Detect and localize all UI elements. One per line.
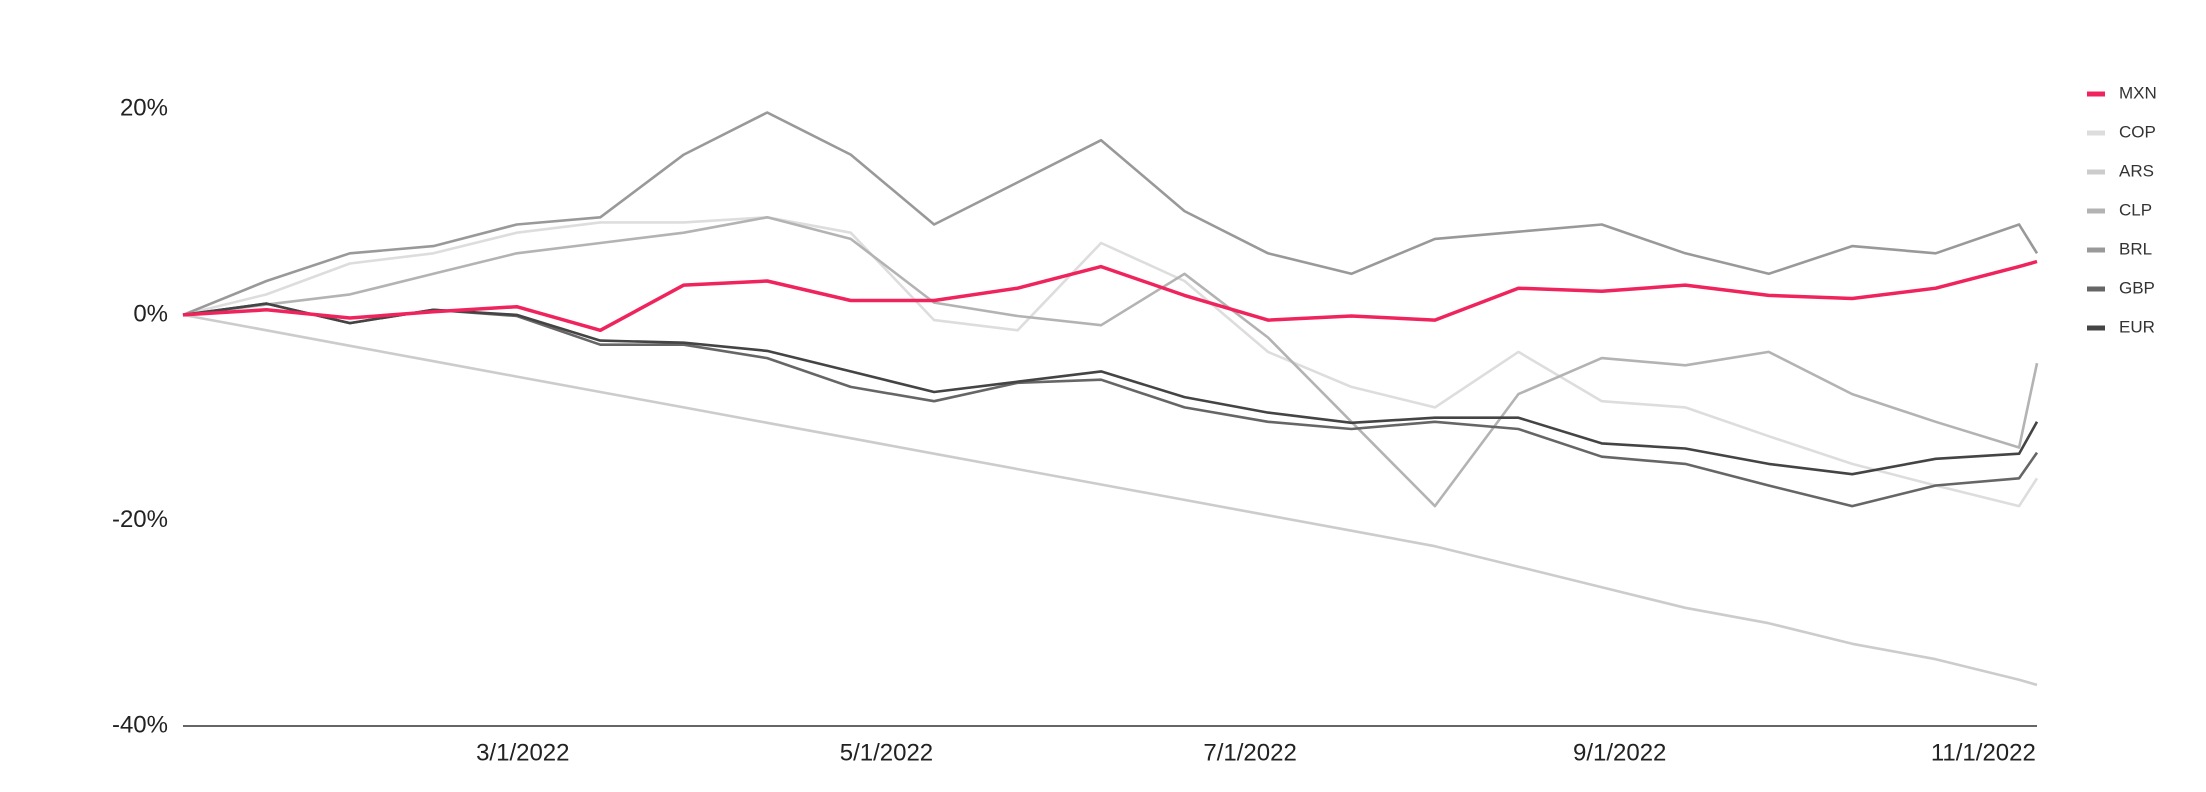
line-clp <box>182 216 2039 508</box>
line-mxn <box>182 259 2038 333</box>
line-ars <box>182 313 2038 687</box>
line-eur <box>182 302 2039 476</box>
x-tick-label: 9/1/2022 <box>1573 739 1666 766</box>
legend-label: GBP <box>2119 278 2155 297</box>
legend-label: BRL <box>2119 239 2152 258</box>
line-gbp <box>182 302 2039 508</box>
x-tick-label: 7/1/2022 <box>1203 739 1296 766</box>
legend-label: COP <box>2119 122 2156 141</box>
x-tick-label: 3/1/2022 <box>476 739 569 766</box>
line-brl <box>182 111 2039 317</box>
legend-label: EUR <box>2119 317 2155 336</box>
x-tick-label: 5/1/2022 <box>840 739 933 766</box>
y-tick-label: -40% <box>112 711 168 738</box>
y-tick-label: 20% <box>120 95 168 122</box>
y-tick-label: 0% <box>133 300 168 327</box>
line-cop <box>182 216 2039 508</box>
legend-label: ARS <box>2119 161 2154 180</box>
legend-label: MXN <box>2119 83 2157 102</box>
legend-label: CLP <box>2119 200 2152 219</box>
x-tick-label: 11/1/2022 <box>1931 739 2036 766</box>
y-tick-label: -20% <box>112 506 168 533</box>
